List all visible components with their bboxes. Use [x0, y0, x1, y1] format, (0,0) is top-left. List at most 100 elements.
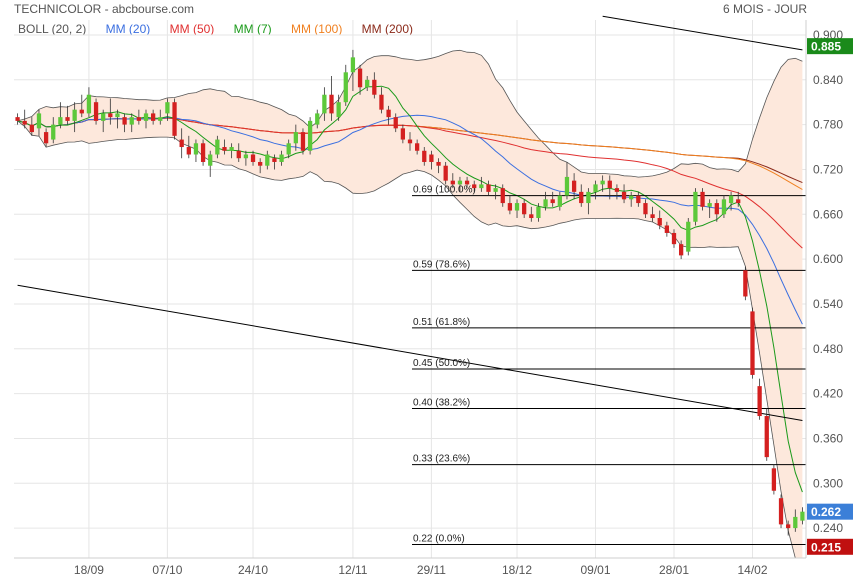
y-tick-label: 0.420 — [813, 387, 843, 401]
fib-level-label: 0.22 (0.0%) — [413, 534, 465, 545]
chart-title: TECHNICOLOR - abcbourse.com — [14, 2, 195, 16]
legend-mm100: MM (100) — [290, 22, 343, 36]
candle-body — [65, 117, 70, 121]
candle-body — [514, 203, 520, 211]
candle-body — [643, 203, 648, 215]
candle-body — [479, 184, 484, 189]
y-tick-label: 0.780 — [813, 118, 843, 132]
y-tick-label: 0.480 — [813, 342, 843, 356]
candle-body — [393, 117, 398, 129]
candle-body — [286, 143, 291, 155]
x-tick-label: 14/02 — [737, 563, 767, 577]
candle-body — [686, 221, 691, 252]
trendline — [602, 15, 803, 51]
candle-body — [472, 184, 477, 189]
candle-body — [379, 94, 384, 110]
price-badge-high-label: 0.885 — [811, 40, 841, 54]
candle-body — [757, 386, 762, 417]
legend-mm200: MM (200) — [361, 22, 414, 36]
candle-body — [279, 154, 284, 162]
candle-body — [621, 191, 627, 200]
candle-body — [586, 191, 591, 204]
price-badge-low — [807, 538, 853, 555]
ma7-line — [17, 85, 803, 493]
candle-body — [158, 117, 163, 121]
candle-body — [557, 195, 562, 207]
candle-body — [429, 154, 434, 162]
x-tick-label: 28/01 — [659, 563, 689, 577]
x-tick-label: 18/12 — [502, 563, 532, 577]
candle-body — [450, 180, 455, 185]
candle-body — [58, 117, 63, 125]
candle-body — [778, 498, 784, 525]
candle-body — [793, 516, 798, 529]
candle-body — [208, 154, 213, 166]
candle-body — [322, 94, 327, 114]
candle-body — [436, 161, 441, 166]
candle-body — [143, 113, 149, 121]
fib-level-label: 0.40 (38.2%) — [413, 398, 470, 409]
candle-body — [15, 117, 20, 121]
candle-body — [400, 128, 406, 140]
candle-body — [72, 109, 77, 121]
candle-body — [507, 203, 513, 211]
period-label: 6 MOIS - JOUR — [722, 2, 807, 16]
candle-body — [343, 72, 348, 103]
candle-body — [457, 180, 463, 185]
candle-body — [743, 270, 748, 297]
candle-body — [108, 113, 113, 118]
candle-body — [486, 184, 491, 192]
candle-body — [750, 311, 755, 375]
candle-body — [564, 176, 570, 196]
candle-body — [771, 468, 777, 491]
legend-mm20: MM (20) — [105, 22, 151, 36]
y-tick-label: 0.300 — [813, 476, 843, 490]
bollinger-lower — [17, 120, 803, 559]
y-tick-label: 0.540 — [813, 297, 843, 311]
legend: BOLL (20, 2) MM (20) MM (50) MM (7) MM (… — [18, 22, 429, 36]
candle-body — [693, 191, 698, 222]
price-badge-high — [807, 38, 853, 55]
bollinger-upper — [17, 49, 803, 178]
candle-body — [122, 117, 127, 125]
y-tick-label: 0.600 — [813, 252, 843, 266]
candle-body — [629, 195, 634, 200]
price-badge-last-label: 0.262 — [811, 505, 841, 519]
candle-body — [671, 232, 677, 245]
candle-body — [150, 113, 156, 121]
candle-body — [179, 139, 184, 148]
trendline — [17, 284, 803, 422]
candle-body — [728, 195, 734, 204]
price-badge-low-label: 0.215 — [811, 540, 841, 554]
candle-body — [172, 102, 177, 136]
candle-body — [136, 117, 142, 121]
candle-body — [258, 161, 263, 166]
candle-body — [357, 68, 363, 88]
candle-body — [721, 199, 727, 215]
candle-body — [229, 147, 234, 151]
candle-body — [236, 150, 241, 159]
candle-body — [350, 57, 356, 73]
candle-body — [336, 102, 341, 118]
candle-body — [800, 511, 805, 521]
legend-mm50: MM (50) — [169, 22, 215, 36]
candle-body — [307, 120, 313, 151]
candle-body — [464, 180, 470, 185]
candle-body — [700, 191, 705, 207]
fib-level-label: 0.51 (61.8%) — [413, 317, 470, 328]
candle-body — [579, 191, 584, 204]
y-tick-label: 0.840 — [813, 73, 843, 87]
candle-body — [29, 124, 34, 133]
candle-body — [43, 132, 49, 144]
candle-body — [493, 188, 498, 192]
candle-body — [443, 165, 448, 181]
candle-body — [300, 132, 306, 151]
candle-body — [51, 124, 56, 140]
candle-body — [736, 199, 741, 204]
candle-body — [272, 158, 277, 162]
y-tick-label: 0.240 — [813, 521, 843, 535]
candle-body — [571, 180, 577, 192]
x-tick-label: 12/11 — [338, 563, 367, 577]
